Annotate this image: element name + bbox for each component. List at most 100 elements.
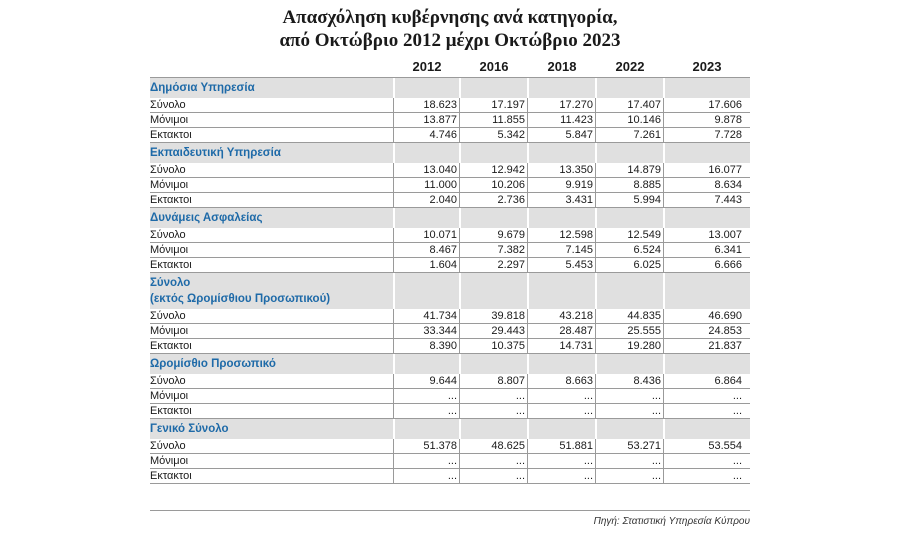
value-cell: 28.487 [559, 325, 593, 337]
column-divider [595, 404, 596, 418]
column-divider [595, 374, 596, 388]
value-cell: 17.407 [627, 99, 661, 111]
column-divider [527, 354, 529, 374]
table-row: Εκτακτοι............... [150, 404, 750, 419]
value-cell: 19.280 [627, 340, 661, 352]
column-divider [393, 113, 394, 127]
column-divider [393, 309, 394, 323]
column-divider [393, 324, 394, 338]
column-divider [459, 178, 460, 192]
column-divider [663, 273, 665, 309]
column-divider [459, 78, 461, 98]
value-cell: 8.885 [633, 179, 661, 191]
column-divider [393, 78, 395, 98]
column-divider [459, 309, 460, 323]
column-divider [595, 56, 597, 77]
column-divider [663, 56, 665, 77]
value-cell: 39.818 [491, 310, 525, 322]
value-cell: ... [515, 390, 525, 402]
column-divider [459, 469, 460, 483]
value-cell: 8.663 [565, 375, 593, 387]
column-divider [393, 56, 395, 77]
column-divider [393, 163, 394, 177]
value-cell: 12.942 [491, 164, 525, 176]
section-label: Δυνάμεις Ασφαλείας [150, 210, 262, 226]
column-divider [663, 163, 664, 177]
column-divider [393, 374, 394, 388]
column-divider [393, 228, 394, 242]
value-cell: 53.271 [627, 440, 661, 452]
column-divider [459, 98, 460, 112]
row-label: Σύνολο [150, 440, 186, 452]
table-row: Σύνολο 51.378 48.625 51.881 53.271 53.554 [150, 439, 750, 454]
value-cell: 53.554 [708, 440, 742, 452]
value-cell: ... [732, 390, 742, 402]
row-label: Σύνολο [150, 375, 186, 387]
value-cell: 44.835 [627, 310, 661, 322]
column-divider [459, 208, 461, 228]
value-cell: 6.524 [633, 244, 661, 256]
column-divider [595, 273, 597, 309]
value-cell: 41.734 [423, 310, 457, 322]
column-divider [527, 374, 528, 388]
value-cell: 7.443 [714, 194, 742, 206]
column-divider [459, 419, 461, 439]
section-subtitle: (εκτός Ωρομίσθιου Προσωπικού) [150, 293, 331, 305]
table-row: Μόνιμοι............... [150, 389, 750, 404]
column-divider [527, 78, 529, 98]
column-divider [393, 178, 394, 192]
table-row: Σύνολο 10.071 9.679 12.598 12.549 13.007 [150, 228, 750, 243]
value-cell: 12.549 [627, 229, 661, 241]
column-divider [459, 228, 460, 242]
column-divider [393, 454, 394, 468]
employment-table: 2012 2016 2018 2022 2023 Δημόσια Υπηρεσί… [150, 56, 750, 484]
column-divider [459, 354, 461, 374]
row-label: Εκτακτοι [150, 340, 192, 352]
table-title: Απασχόληση κυβέρνησης ανά κατηγορία, από… [150, 6, 750, 52]
section-label: Γενικό Σύνολο [150, 421, 229, 437]
column-divider [663, 389, 664, 403]
section-label: Δημόσια Υπηρεσία [150, 80, 255, 96]
column-divider [595, 143, 597, 163]
column-divider [527, 56, 529, 77]
value-cell: 8.436 [633, 375, 661, 387]
value-cell: 9.878 [714, 114, 742, 126]
column-divider [393, 469, 394, 483]
column-divider [459, 163, 460, 177]
column-divider [527, 143, 529, 163]
column-divider [527, 193, 528, 207]
value-cell: ... [583, 405, 593, 417]
section-header: Δυνάμεις Ασφαλείας [150, 208, 750, 228]
row-label: Μόνιμοι [150, 325, 189, 337]
column-divider [595, 208, 597, 228]
column-divider [459, 128, 460, 142]
value-cell: 17.197 [491, 99, 525, 111]
value-cell: 11.855 [492, 114, 525, 126]
column-divider [459, 454, 460, 468]
section-title: Σύνολο [150, 277, 191, 289]
value-cell: 5.453 [565, 259, 593, 271]
section-header: Ωρομίσθιο Προσωπικό [150, 354, 750, 374]
value-cell: ... [651, 405, 661, 417]
column-divider [663, 78, 665, 98]
column-divider [459, 56, 461, 77]
year-header: 2023 [692, 59, 722, 74]
value-cell: 7.145 [565, 244, 593, 256]
column-divider [527, 273, 529, 309]
value-cell: ... [651, 455, 661, 467]
column-divider [527, 228, 528, 242]
value-cell: 4.746 [429, 129, 457, 141]
value-cell: ... [583, 455, 593, 467]
value-cell: 1.604 [429, 259, 457, 271]
column-divider [663, 309, 664, 323]
column-divider [527, 439, 528, 453]
row-label: Εκτακτοι [150, 194, 192, 206]
column-divider [393, 273, 395, 309]
column-divider [527, 98, 528, 112]
row-label: Μόνιμοι [150, 455, 189, 467]
column-divider [527, 258, 528, 272]
section-title: Δημόσια Υπηρεσία [150, 82, 255, 94]
value-cell: 2.040 [429, 194, 457, 206]
column-divider [527, 178, 528, 192]
table-row: Εκτακτοι 8.390 10.375 14.731 19.280 21.837 [150, 339, 750, 354]
